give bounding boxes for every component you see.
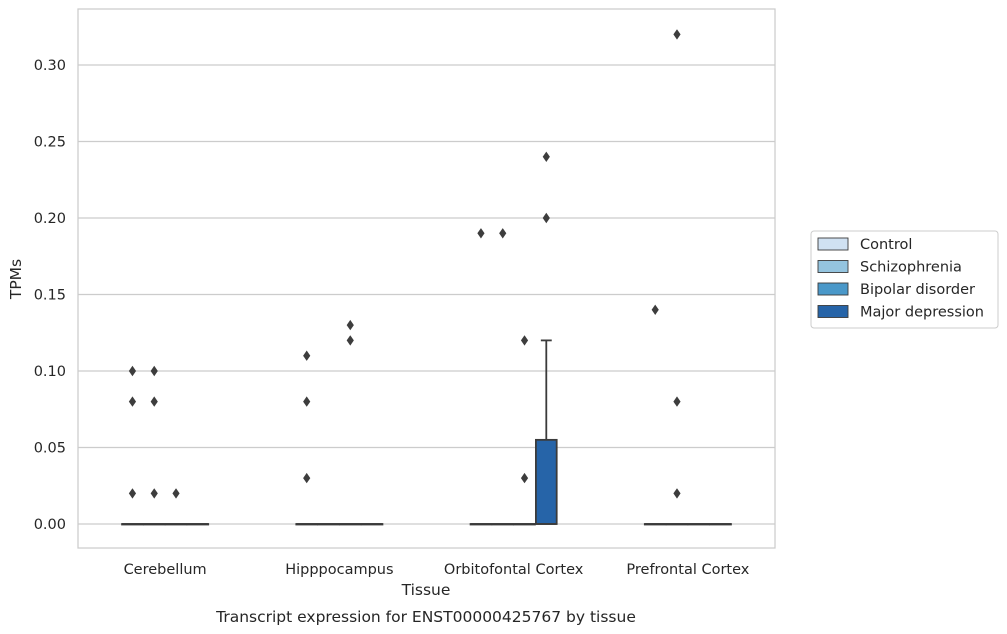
outlier-point xyxy=(303,350,311,361)
box-schizophrenia xyxy=(665,523,689,526)
legend-label: Schizophrenia xyxy=(860,260,962,276)
box-bipolar-disorder xyxy=(338,523,362,526)
plot-frame xyxy=(77,8,776,549)
x-tick-label: Hipppocampus xyxy=(285,562,393,578)
y-axis-label: TPMs xyxy=(7,259,25,300)
box-body xyxy=(535,438,558,525)
grid-lines xyxy=(78,64,775,525)
legend-swatch xyxy=(817,305,849,318)
chart-caption: Transcript expression for ENST0000042576… xyxy=(215,608,636,626)
outlier-point xyxy=(150,365,158,377)
outlier-point xyxy=(150,488,158,499)
plot-area xyxy=(77,8,776,549)
legend-items: Control Schizophrenia Bipolar disorder Majo… xyxy=(817,237,984,321)
box-schizophrenia xyxy=(491,523,515,526)
outlier-point xyxy=(499,228,507,239)
x-axis-label: Tissue xyxy=(401,581,451,599)
x-tick-label: Cerebellum xyxy=(124,562,207,578)
plot-background xyxy=(78,9,775,548)
y-axis-ticks: 0.00 0.05 0.10 0.15 0.20 0.25 0.30 xyxy=(34,58,66,533)
outlier-point xyxy=(128,365,137,377)
box-major-depression xyxy=(360,523,384,526)
box-major-depression xyxy=(186,523,210,526)
legend-frame xyxy=(810,230,999,329)
legend-label: Control xyxy=(860,237,912,253)
outlier-point xyxy=(346,335,354,346)
outlier-point xyxy=(477,228,485,239)
box-bipolar-disorder xyxy=(164,523,188,526)
x-axis-ticks: Cerebellum Hipppocampus Orbitofontal Corte… xyxy=(124,562,750,578)
outlier-point xyxy=(673,396,681,407)
legend-swatch xyxy=(817,282,849,296)
legend-label: Bipolar disorder xyxy=(860,282,975,298)
y-tick-label: 0.15 xyxy=(34,288,66,304)
outlier-point xyxy=(150,396,158,407)
legend-swatch xyxy=(817,260,849,273)
outlier-point xyxy=(520,472,529,484)
outlier-point xyxy=(346,319,354,331)
outlier-point xyxy=(128,488,137,499)
box-schizophrenia xyxy=(142,523,166,526)
box-control xyxy=(643,523,667,526)
outlier-point xyxy=(172,488,180,499)
x-tick-label: Prefrontal Cortex xyxy=(626,562,749,578)
box-control xyxy=(121,523,144,526)
outlier-point xyxy=(303,472,311,484)
outlier-point xyxy=(673,488,681,499)
outlier-layer xyxy=(128,29,681,499)
y-tick-label: 0.30 xyxy=(34,58,66,74)
box-bipolar-disorder xyxy=(513,523,536,526)
y-tick-label: 0.00 xyxy=(34,517,66,533)
y-tick-label: 0.20 xyxy=(34,211,66,227)
y-tick-label: 0.05 xyxy=(34,441,66,457)
box-major-depression xyxy=(709,523,732,526)
outlier-point xyxy=(673,29,681,40)
outlier-point xyxy=(542,151,550,162)
outlier-point xyxy=(303,396,311,407)
outlier-point xyxy=(542,212,550,224)
legend: Control Schizophrenia Bipolar disorder Majo… xyxy=(810,230,999,329)
box-schizophrenia xyxy=(317,523,340,526)
box-control xyxy=(295,523,318,526)
legend-swatch xyxy=(817,237,849,251)
legend-label: Major depression xyxy=(860,305,984,321)
y-tick-label: 0.25 xyxy=(34,135,66,151)
box-bipolar-disorder xyxy=(687,523,711,526)
y-tick-label: 0.10 xyxy=(34,364,66,380)
outlier-point xyxy=(651,304,659,315)
box-layer xyxy=(121,339,732,526)
x-tick-label: Orbitofontal Cortex xyxy=(444,562,584,578)
box-major-depression xyxy=(535,339,558,525)
outlier-point xyxy=(128,396,137,407)
box-control xyxy=(469,523,493,526)
outlier-point xyxy=(520,335,529,346)
